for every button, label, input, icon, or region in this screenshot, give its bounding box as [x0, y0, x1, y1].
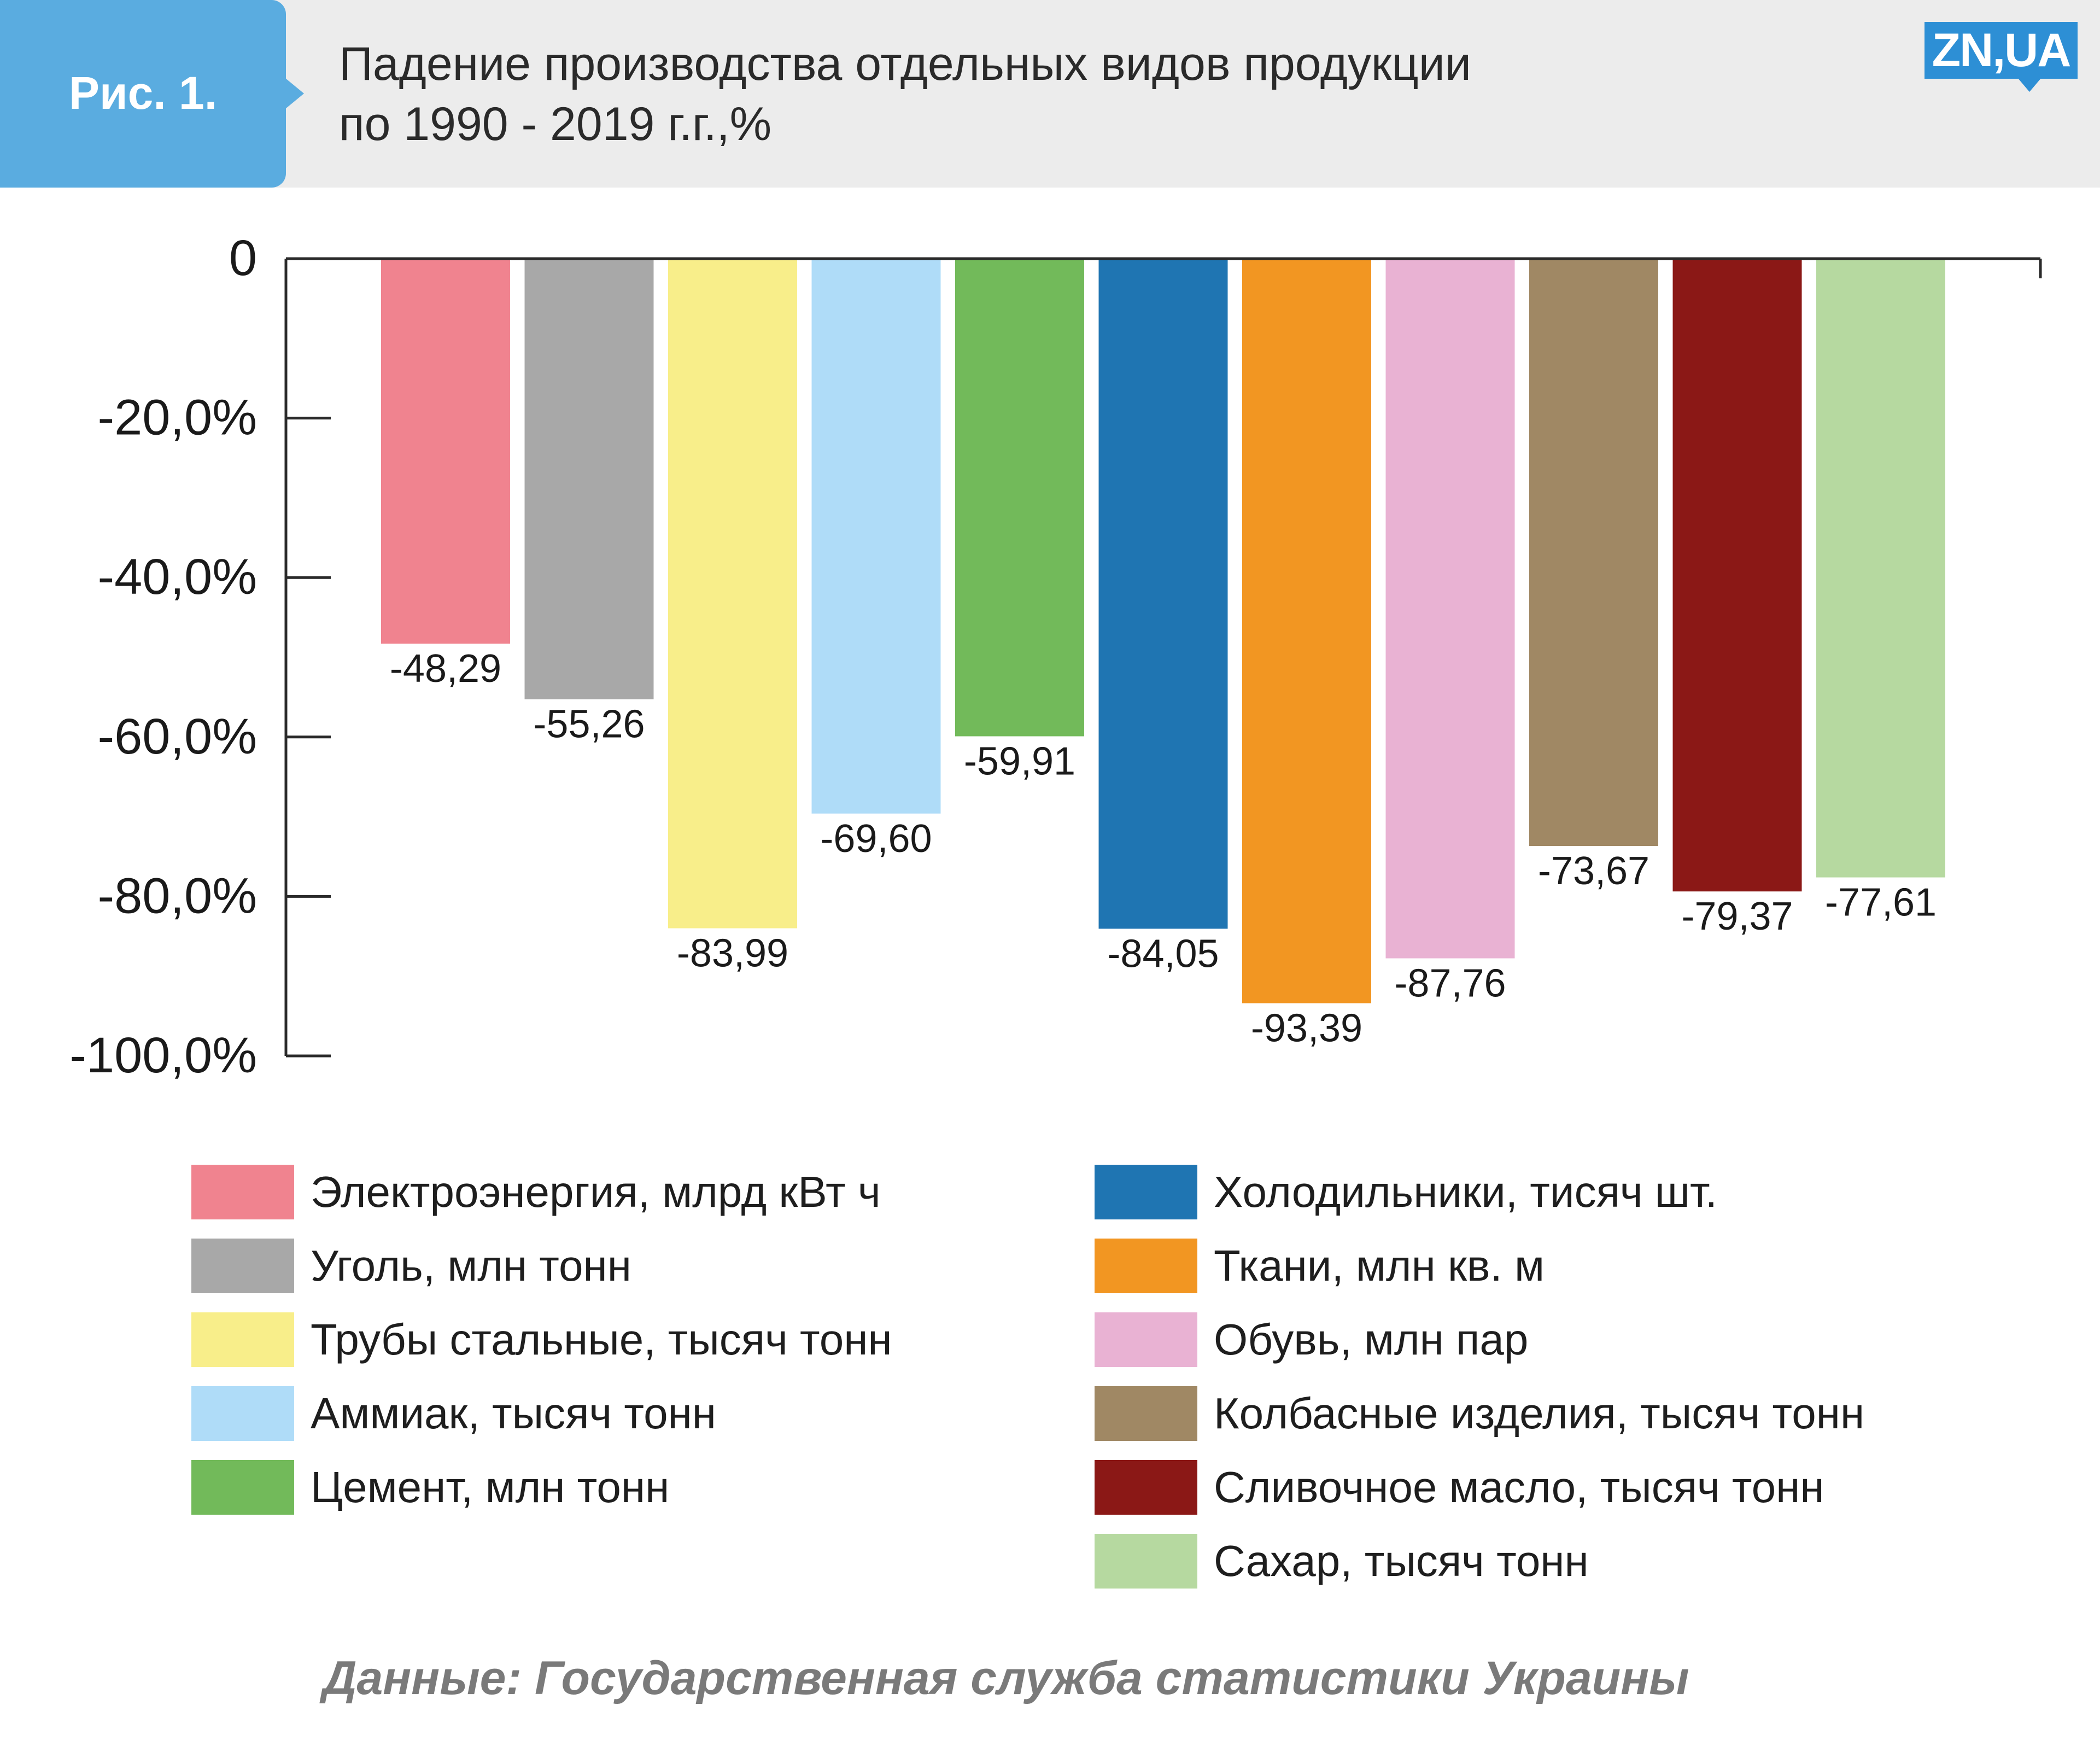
legend-label: Аммиак, тысяч тонн [311, 1389, 716, 1438]
source-note: Данные: Государственная служба статистик… [323, 1652, 1689, 1704]
legend-label: Электроэнергия, млрд кВт ч [311, 1167, 881, 1216]
bar-7 [1242, 259, 1371, 1003]
bar-3 [668, 259, 797, 929]
legend-swatch [1095, 1534, 1197, 1589]
legend-swatch [191, 1165, 294, 1219]
figure-tab [0, 0, 286, 188]
legend-swatch [1095, 1165, 1197, 1219]
logo-text: ZN,UA [1924, 22, 2078, 79]
chart-title-line-1: Падение производства отдельных видов про… [339, 38, 1471, 90]
bar-4 [811, 259, 941, 814]
legend-swatch [191, 1239, 294, 1293]
legend-swatch [1095, 1386, 1197, 1441]
bar-chart: -48,29 -55,26 -83,99 -69,60 -59,91 -84,05 -93,… [69, 230, 2042, 1083]
bar-8 [1385, 259, 1515, 959]
legend-swatch [191, 1312, 294, 1367]
bar-10 [1672, 259, 1802, 892]
bar-1 [381, 259, 510, 644]
figure-label: Рис. 1. [68, 67, 218, 119]
header-band [0, 0, 2100, 188]
data-label-11: -77,61 [1825, 881, 1937, 925]
data-label-8: -87,76 [1394, 962, 1506, 1006]
legend-label: Цемент, млн тонн [311, 1463, 670, 1511]
y-tick-label-5: -100,0% [69, 1027, 257, 1083]
legend-swatch [191, 1460, 294, 1515]
zn-ua-logo: ZN,UA [1924, 22, 2078, 92]
legend-swatch [1095, 1460, 1197, 1515]
legend: Электроэнергия, млрд кВт ч Уголь, млн тон… [0, 1165, 2100, 1602]
legend-label: Колбасные изделия, тысяч тонн [1214, 1389, 1865, 1438]
chart-title: Падение производства отдельных видов про… [339, 34, 1706, 154]
bar-5 [955, 259, 1084, 737]
data-label-4: -69,60 [820, 817, 932, 861]
legend-swatch [1095, 1239, 1197, 1293]
y-tick-label-2: -40,0% [98, 549, 258, 605]
legend-label: Сахар, тысяч тонн [1214, 1537, 1589, 1585]
logo-speech-tail [2017, 78, 2041, 92]
legend-label: Уголь, млн тонн [311, 1241, 631, 1290]
data-label-1: -48,29 [390, 647, 501, 691]
bar-9 [1529, 259, 1658, 846]
data-label-2: -55,26 [533, 703, 645, 746]
legend-label: Обувь, млн пар [1214, 1315, 1529, 1364]
figure-tab-pointer [285, 78, 304, 109]
data-label-7: -93,39 [1251, 1007, 1362, 1050]
y-tick-label-1: -20,0% [98, 390, 258, 446]
y-tick-label-3: -60,0% [98, 709, 258, 764]
legend-label: Холодильники, тисяч шт. [1214, 1167, 1717, 1216]
bar-2 [524, 259, 654, 699]
y-tick-label-0: 0 [229, 230, 257, 286]
legend-label: Сливочное масло, тысяч тонн [1214, 1463, 1824, 1511]
bar-11 [1816, 259, 1945, 878]
y-tick-label-4: -80,0% [98, 868, 258, 924]
data-label-3: -83,99 [677, 932, 788, 976]
data-label-6: -84,05 [1107, 932, 1219, 976]
legend-swatch [191, 1386, 294, 1441]
legend-label: Трубы стальные, тысяч тонн [311, 1315, 892, 1364]
data-label-10: -79,37 [1681, 895, 1793, 938]
data-label-9: -73,67 [1538, 849, 1649, 893]
legend-swatch [1095, 1312, 1197, 1367]
legend-label: Ткани, млн кв. м [1214, 1241, 1545, 1290]
chart-title-line-2: по 1990 - 2019 г.г.,% [339, 98, 772, 150]
data-label-5: -59,91 [964, 739, 1075, 783]
bar-6 [1098, 259, 1228, 929]
